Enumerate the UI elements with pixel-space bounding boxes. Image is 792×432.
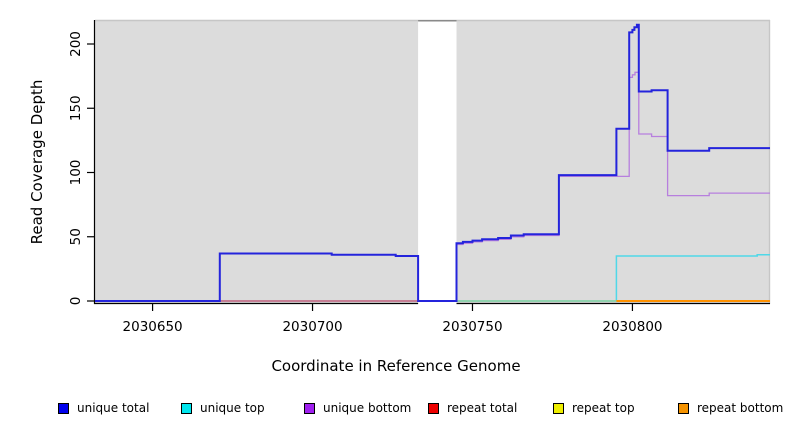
coverage-gap-band	[418, 21, 457, 304]
x-tick-label: 2030700	[282, 319, 342, 335]
legend-item-repeat-top: repeat top	[553, 399, 635, 417]
x-tick-label: 2030650	[123, 319, 183, 335]
repeat-bottom-swatch-icon	[678, 402, 689, 414]
legend-item-unique-total: unique total	[58, 399, 149, 417]
y-tick-label: 50	[68, 228, 84, 245]
repeat-top-swatch-icon	[553, 402, 564, 414]
repeat-total-swatch-icon	[428, 402, 439, 414]
legend-item-unique-top: unique top	[181, 399, 265, 417]
legend-item-unique-bottom: unique bottom	[304, 399, 411, 417]
unique-total-swatch-icon	[58, 402, 69, 414]
legend: unique total unique top unique bottom repea…	[0, 399, 792, 421]
series-unique-total	[95, 23, 770, 302]
x-tick-label: 2030800	[602, 319, 662, 335]
x-axis-title: Coordinate in Reference Genome	[271, 357, 521, 375]
legend-label: unique top	[200, 401, 265, 415]
legend-label: repeat bottom	[697, 401, 784, 415]
y-tick-label: 0	[68, 297, 84, 306]
legend-label: repeat total	[447, 401, 518, 415]
x-tick-label: 2030750	[442, 319, 502, 335]
legend-label: unique bottom	[323, 401, 412, 415]
unique-bottom-swatch-icon	[304, 402, 315, 414]
unique-top-swatch-icon	[181, 402, 192, 414]
legend-item-repeat-total: repeat total	[428, 399, 517, 417]
y-tick-label: 200	[68, 31, 84, 57]
y-tick-label: 100	[68, 160, 84, 186]
legend-item-repeat-bottom: repeat bottom	[678, 399, 783, 417]
legend-label: repeat top	[572, 401, 635, 415]
y-axis-title: Read Coverage Depth	[28, 79, 46, 245]
y-tick-label: 150	[68, 95, 84, 121]
legend-label: unique total	[77, 401, 150, 415]
